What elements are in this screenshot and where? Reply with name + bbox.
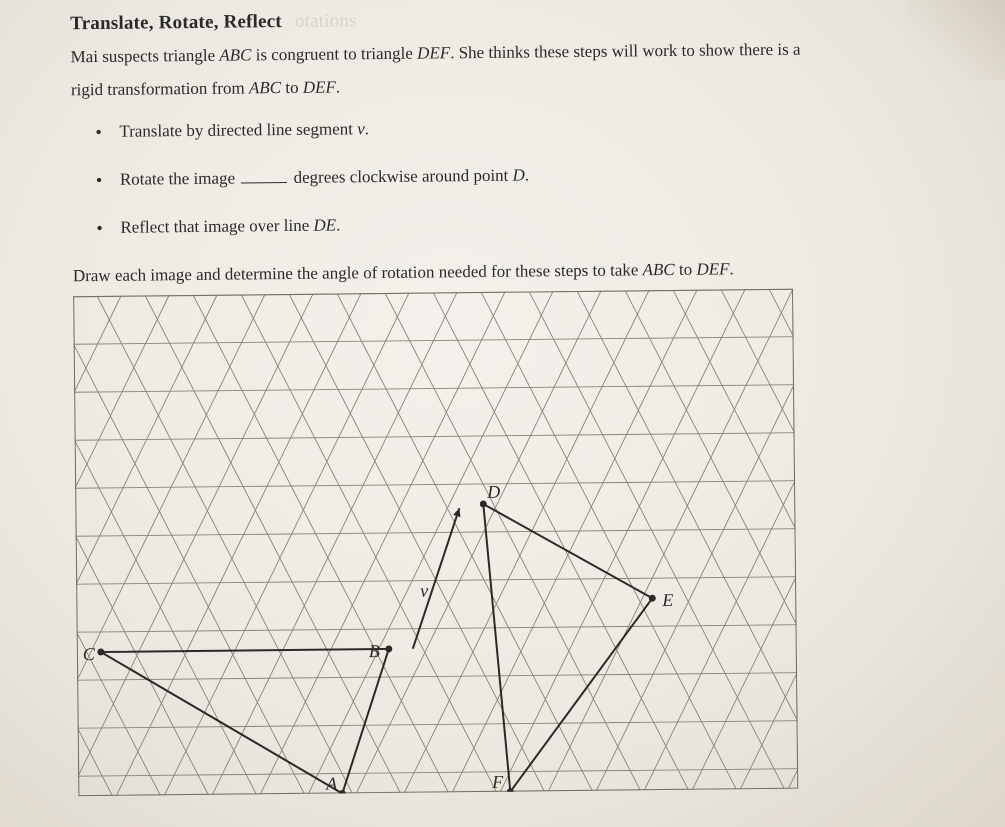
text: Mai suspects triangle: [70, 46, 219, 67]
var-abc: ABC: [643, 260, 675, 279]
svg-text:C: C: [83, 644, 96, 664]
svg-text:A: A: [325, 774, 338, 794]
step-reflect: Reflect that image over line DE.: [96, 207, 967, 240]
var-abc: ABC: [249, 78, 281, 97]
instruction-line: Draw each image and determine the angle …: [73, 255, 968, 289]
text: to: [281, 77, 303, 96]
intro-line-2: rigid transformation from ABC to DEF.: [71, 69, 966, 103]
text: . She thinks these steps will work to sh…: [450, 40, 801, 63]
text: .: [729, 259, 733, 278]
page-title: Translate, Rotate, Reflect otations: [70, 4, 965, 35]
text: Rotate the image: [120, 169, 240, 189]
intro-line-1: Mai suspects triangle ABC is congruent t…: [70, 36, 965, 70]
var-def: DEF: [417, 43, 450, 62]
var-de: DE: [313, 215, 336, 234]
text: to: [675, 259, 697, 278]
var-def: DEF: [696, 259, 729, 278]
text: Translate by directed line segment: [119, 120, 357, 141]
fill-in-blank[interactable]: [241, 168, 287, 184]
text: .: [336, 77, 340, 96]
title-text: Translate, Rotate, Reflect: [70, 11, 282, 34]
svg-text:F: F: [491, 772, 504, 792]
ghost-text: otations: [295, 10, 357, 32]
step-rotate: Rotate the image degrees clockwise aroun…: [96, 159, 967, 192]
var-abc: ABC: [219, 45, 251, 64]
steps-list: Translate by directed line segment v. Ro…: [95, 111, 967, 240]
var-d: D: [512, 166, 524, 185]
svg-text:v: v: [420, 581, 428, 601]
text: is congruent to triangle: [251, 44, 417, 65]
text: .: [525, 166, 529, 185]
text: rigid transformation from: [71, 78, 249, 99]
text: Reflect that image over line: [120, 216, 313, 237]
text: .: [336, 215, 340, 234]
page-content: Translate, Rotate, Reflect otations Mai …: [0, 0, 1005, 802]
text: degrees clockwise around point: [289, 166, 512, 187]
svg-text:B: B: [369, 641, 380, 661]
text: Draw each image and determine the angle …: [73, 260, 643, 285]
step-translate: Translate by directed line segment v.: [95, 111, 966, 144]
svg-text:E: E: [661, 590, 673, 610]
text: .: [365, 119, 369, 138]
isometric-grid-svg: v A B C D E F: [73, 289, 798, 797]
figure: v A B C D E F: [73, 287, 973, 801]
var-def: DEF: [303, 77, 336, 96]
svg-text:D: D: [486, 482, 500, 502]
